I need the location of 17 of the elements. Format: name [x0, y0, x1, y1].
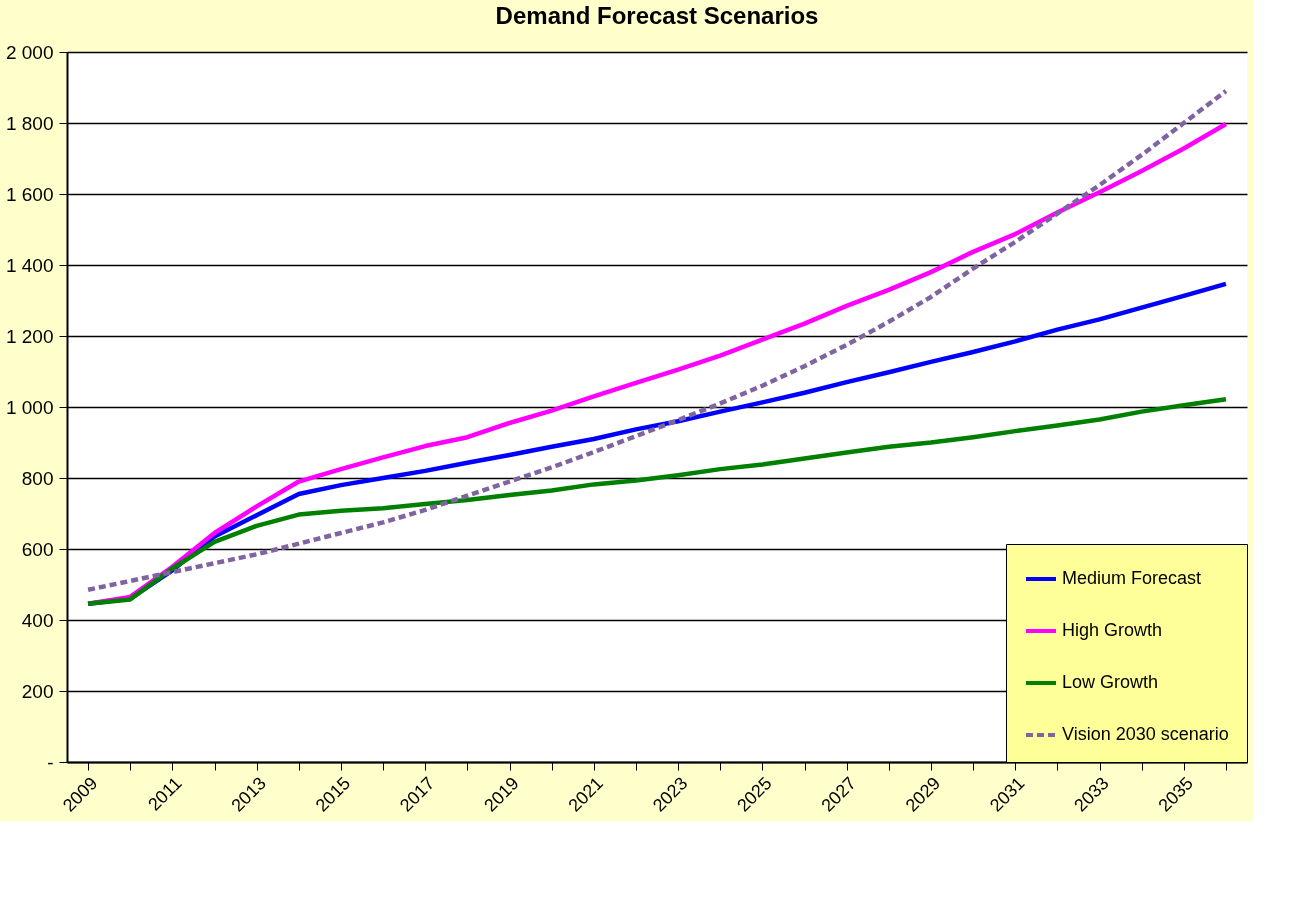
y-tick-label: -: [47, 751, 54, 773]
y-tick-label: 1 000: [5, 396, 54, 418]
y-tick-label: 2 000: [5, 41, 54, 63]
y-tick-label: 1 600: [5, 183, 54, 205]
y-tick-label: 1 400: [5, 254, 54, 276]
y-tick-label: 1 200: [5, 325, 54, 347]
legend-label: High Growth: [1062, 620, 1163, 640]
y-tick-label: 400: [21, 609, 54, 631]
y-tick-label: 800: [21, 467, 54, 489]
legend-label: Low Growth: [1062, 672, 1159, 692]
y-tick-label: 200: [21, 680, 54, 702]
chart-title: Demand Forecast Scenarios: [495, 2, 819, 29]
legend-label: Vision 2030 scenario: [1062, 724, 1229, 744]
y-tick-label: 1 800: [5, 112, 54, 134]
line-series: [85, 396, 1229, 606]
legend-label: Medium Forecast: [1062, 568, 1202, 588]
y-tick-label: 600: [21, 538, 54, 560]
